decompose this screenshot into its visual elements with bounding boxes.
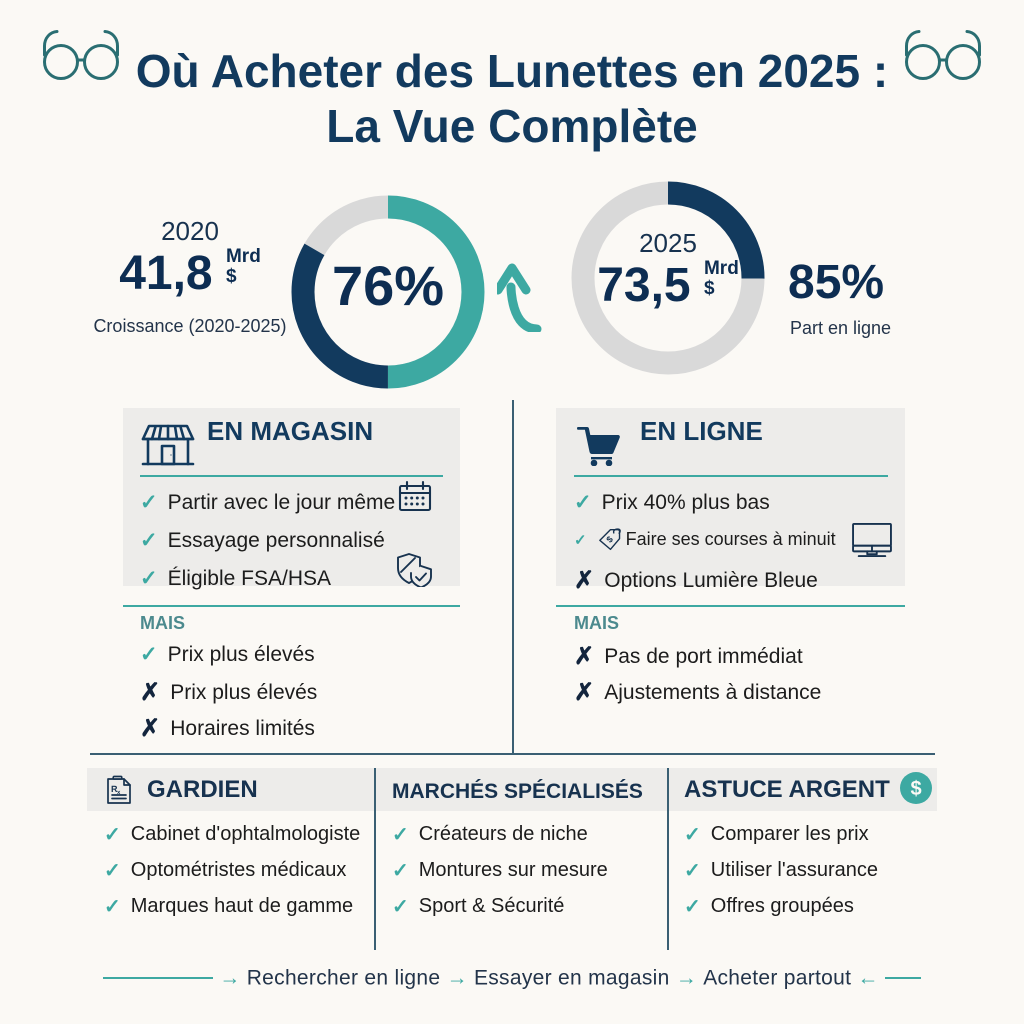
svg-text:$: $ xyxy=(604,534,615,545)
svg-text:$: $ xyxy=(910,778,921,800)
